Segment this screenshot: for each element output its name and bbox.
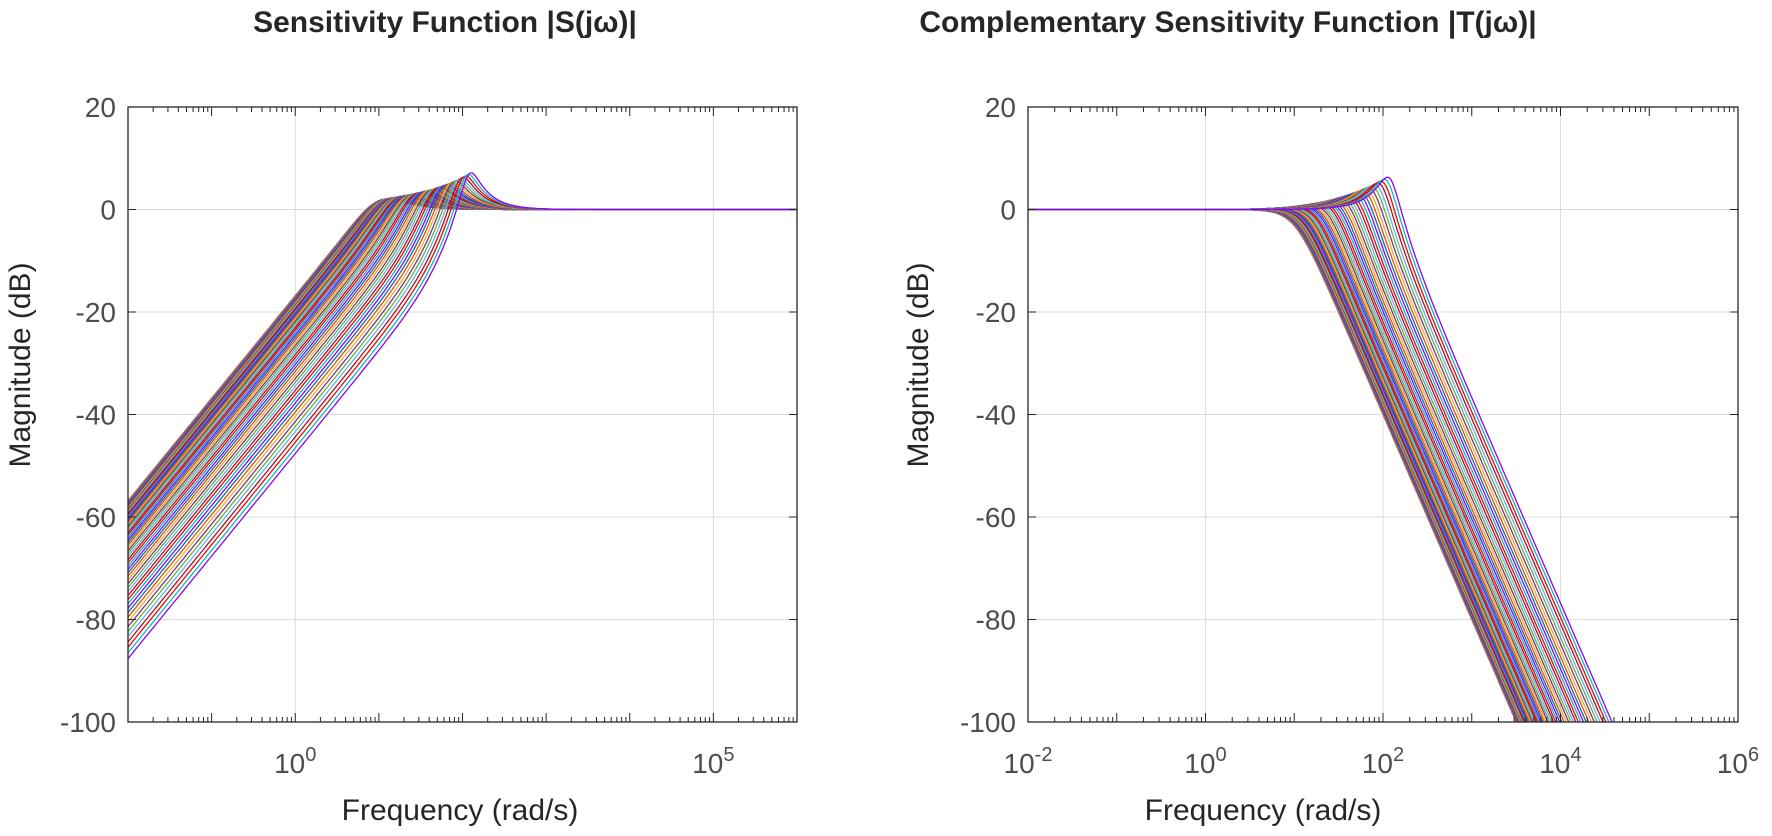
x-ticks-complementary: 10-2 100 102 104 106 (1004, 744, 1760, 779)
axes-frame-sensitivity (127, 106, 798, 723)
curve-sensitivity (128, 193, 797, 546)
chart-title-complementary: Complementary Sensitivity Function |T(jω… (919, 6, 1536, 39)
x-tick-label: 102 (1362, 744, 1404, 779)
curve-sensitivity (128, 194, 797, 538)
curve-sensitivity (128, 198, 797, 502)
curve-sensitivity (128, 196, 797, 520)
y-tick-label: -20 (976, 297, 1016, 328)
y-tick-label: -40 (76, 400, 116, 431)
curves-sensitivity (128, 172, 797, 660)
x-axis-label-sensitivity: Frequency (rad/s) (342, 794, 579, 827)
curve-sensitivity (128, 198, 797, 502)
axes-frame-complementary (1027, 106, 1739, 723)
complementary-sensitivity-plot: Complementary Sensitivity Function |T(jω… (902, 6, 1759, 827)
y-axis-label-sensitivity: Magnitude (dB) (4, 262, 37, 467)
x-tick-label: 106 (1717, 744, 1759, 779)
y-tick-label: 0 (1000, 195, 1016, 226)
curve-sensitivity (128, 195, 797, 534)
curve-sensitivity (128, 197, 797, 509)
y-axis-label-complementary: Magnitude (dB) (902, 262, 935, 467)
x-tick-label: 105 (692, 744, 734, 779)
x-tick-label: 10-2 (1004, 744, 1053, 779)
curve-sensitivity (128, 196, 797, 523)
y-tick-label: -80 (76, 605, 116, 636)
y-ticks-complementary: 20 0 -20 -40 -60 -80 -100 (960, 92, 1016, 738)
curve-sensitivity (128, 192, 797, 561)
curve-sensitivity (128, 195, 797, 529)
curve-sensitivity (128, 192, 797, 558)
y-tick-label: -80 (976, 605, 1016, 636)
chart-title-sensitivity: Sensitivity Function |S(jω)| (253, 6, 637, 39)
y-tick-label: -60 (976, 502, 1016, 533)
y-tick-label: -100 (60, 707, 116, 738)
y-tick-label: -60 (76, 502, 116, 533)
x-tick-label: 104 (1539, 744, 1581, 779)
x-axis-label-complementary: Frequency (rad/s) (1145, 794, 1382, 827)
curve-sensitivity (128, 193, 797, 552)
y-tick-label: 20 (985, 92, 1016, 123)
y-tick-label: 0 (100, 195, 116, 226)
curve-complementary (1028, 176, 1613, 722)
curve-sensitivity (128, 196, 797, 525)
y-tick-label: -100 (960, 707, 1016, 738)
curves-complementary (1028, 176, 1613, 722)
x-tick-label: 100 (1184, 744, 1226, 779)
curve-sensitivity (128, 172, 797, 660)
y-ticks-sensitivity: 20 0 -20 -40 -60 -80 -100 (60, 92, 116, 738)
curve-sensitivity (128, 197, 797, 511)
curve-sensitivity (128, 194, 797, 541)
y-tick-label: -40 (976, 400, 1016, 431)
x-tick-label: 100 (274, 744, 316, 779)
y-tick-label: -20 (76, 297, 116, 328)
y-tick-label: 20 (85, 92, 116, 123)
curve-sensitivity (128, 198, 797, 502)
curve-sensitivity (128, 197, 797, 515)
sensitivity-plot: Sensitivity Function |S(jω)| 20 0 -20 -40 -6… (4, 6, 798, 827)
curve-sensitivity (128, 197, 797, 506)
x-ticks-sensitivity: 100 105 (274, 744, 734, 779)
curve-sensitivity (128, 198, 797, 505)
